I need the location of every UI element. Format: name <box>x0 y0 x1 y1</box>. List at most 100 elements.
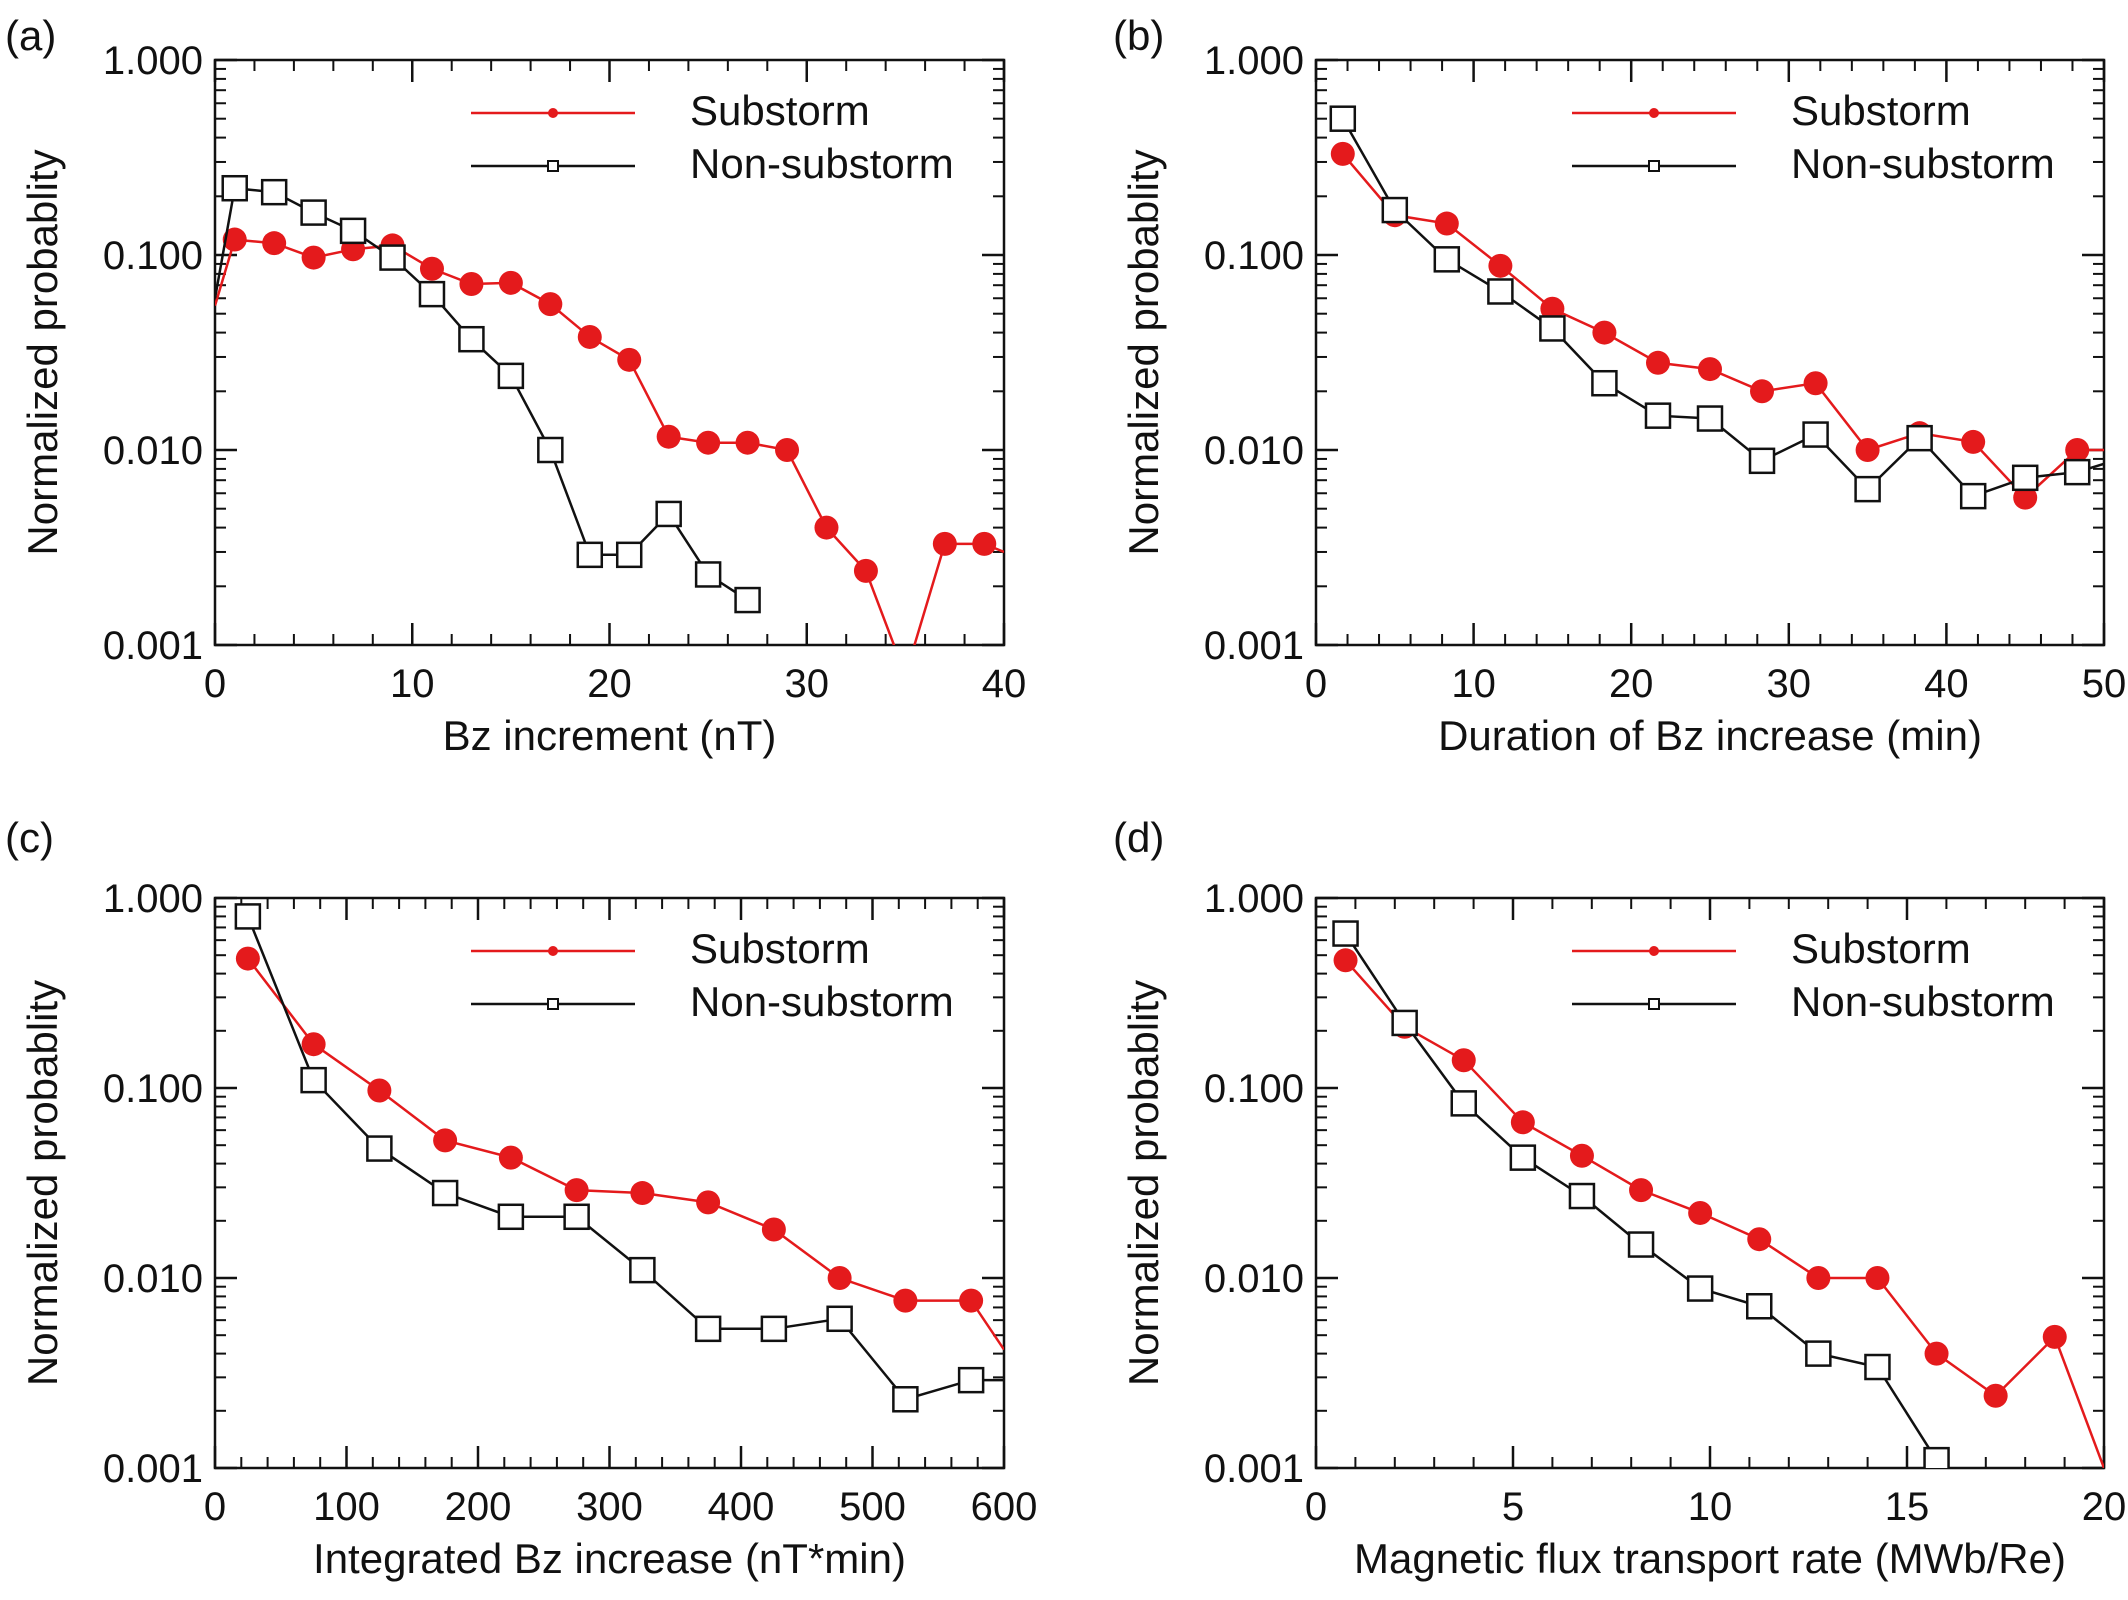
substorm-point <box>459 272 484 297</box>
substorm-line <box>215 238 1004 645</box>
non-substorm-point <box>2063 458 2091 486</box>
x-tick-label: 400 <box>708 1485 775 1529</box>
substorm-point <box>1806 1266 1831 1290</box>
substorm-point <box>696 430 721 455</box>
substorm-point <box>1434 211 1459 236</box>
y-tick-label: 0.001 <box>1204 1447 1304 1491</box>
x-tick-label: 10 <box>390 662 435 706</box>
legend-label: Non-substorm <box>690 140 954 187</box>
y-tick-label: 1.000 <box>1204 39 1304 83</box>
non-substorm-point <box>1906 424 1933 452</box>
non-substorm-point <box>957 1366 985 1394</box>
non-substorm-point <box>1591 369 1618 397</box>
substorm-point <box>761 1217 786 1242</box>
panel-a: (a) 0 10 20 30 40 0.001 0.010 0.100 1.000 Bz incre… <box>5 12 1026 759</box>
non-substorm-point <box>1509 1144 1537 1171</box>
non-substorm-point <box>300 1066 327 1094</box>
non-substorm-point <box>563 1203 590 1231</box>
substorm-point <box>1747 1227 1772 1252</box>
non-substorm-point <box>458 325 485 353</box>
substorm-point <box>1510 1110 1535 1135</box>
non-substorm-point <box>1433 246 1461 273</box>
substorm-point <box>1645 350 1670 375</box>
series-group <box>215 174 1004 687</box>
non-substorm-point <box>1332 920 1359 947</box>
substorm-line <box>1344 959 2104 1468</box>
substorm-point <box>656 424 681 449</box>
substorm-point <box>893 1288 918 1313</box>
non-substorm-point <box>694 1315 722 1343</box>
x-tick-label: 10 <box>1451 662 1496 706</box>
substorm-point <box>367 1078 392 1103</box>
y-tick-label: 1.000 <box>103 877 203 921</box>
substorm-point <box>1698 357 1722 382</box>
legend-marker <box>547 998 559 1010</box>
x-tick-label: 0 <box>1305 662 1327 706</box>
non-substorm-point <box>537 436 564 464</box>
non-substorm-point <box>497 1203 525 1231</box>
substorm-point <box>498 1145 523 1170</box>
non-substorm-point <box>1568 1182 1596 1210</box>
legend-marker <box>1649 108 1659 118</box>
y-tick-label: 0.100 <box>103 234 203 278</box>
y-axis-label: Normalized probablity <box>19 149 66 555</box>
substorm-point <box>433 1128 458 1153</box>
non-substorm-point <box>431 1179 459 1207</box>
non-substorm-point <box>615 541 643 569</box>
non-substorm-point <box>366 1135 393 1162</box>
substorm-point <box>1629 1178 1654 1203</box>
substorm-point <box>1961 429 1986 454</box>
substorm-point <box>1688 1200 1713 1225</box>
legend-label: Non-substorm <box>690 978 954 1025</box>
non-substorm-point <box>1746 1293 1773 1320</box>
non-substorm-point <box>1802 421 1829 448</box>
y-tick-label: 1.000 <box>103 39 203 83</box>
x-tick-label: 0 <box>1305 1485 1327 1529</box>
non-substorm-point <box>1539 315 1566 342</box>
non-substorm-point <box>260 178 288 206</box>
non-substorm-point <box>629 1256 656 1284</box>
substorm-point <box>564 1178 589 1203</box>
substorm-point <box>827 1266 852 1290</box>
substorm-point <box>1865 1266 1890 1290</box>
substorm-point <box>301 245 326 270</box>
non-substorm-point <box>1381 196 1409 224</box>
substorm-point <box>893 663 917 687</box>
substorm-point <box>1333 948 1358 973</box>
y-tick-label: 0.010 <box>103 1257 203 1301</box>
series-group <box>1332 920 2104 1468</box>
x-tick-label: 300 <box>576 1485 643 1529</box>
legend-label: Substorm <box>690 925 870 972</box>
non-substorm-line <box>1341 118 2104 498</box>
substorm-point <box>1330 141 1355 166</box>
non-substorm-point <box>655 500 682 528</box>
substorm-point <box>2013 485 2038 510</box>
plot-frame <box>1314 58 2106 647</box>
non-substorm-point <box>1923 1446 1950 1468</box>
substorm-point <box>1983 1383 2008 1408</box>
y-axis-label: Normalized probablity <box>19 980 66 1386</box>
legend-marker <box>1648 160 1660 172</box>
non-substorm-point <box>497 362 525 390</box>
substorm-point <box>262 231 287 256</box>
non-substorm-point <box>234 903 262 930</box>
substorm-point <box>1803 371 1828 396</box>
x-tick-label: 20 <box>1609 662 1654 706</box>
non-substorm-point <box>694 561 722 588</box>
non-substorm-point <box>1329 105 1357 132</box>
y-tick-label: 0.010 <box>103 429 203 473</box>
legend-label: Substorm <box>1791 87 1971 134</box>
x-tick-label: 20 <box>587 662 632 706</box>
non-substorm-point <box>1686 1275 1714 1302</box>
substorm-point <box>2065 438 2090 462</box>
non-substorm-point <box>892 1386 919 1413</box>
substorm-point <box>301 1032 326 1057</box>
x-axis-label: Duration of Bz increase (min) <box>1438 712 1982 759</box>
series-group <box>1329 105 2104 510</box>
substorm-point <box>617 347 642 372</box>
x-tick-label: 20 <box>2082 1485 2127 1529</box>
y-tick-label: 0.100 <box>103 1067 203 1111</box>
substorm-point <box>853 558 878 583</box>
legend-label: Substorm <box>690 87 870 134</box>
